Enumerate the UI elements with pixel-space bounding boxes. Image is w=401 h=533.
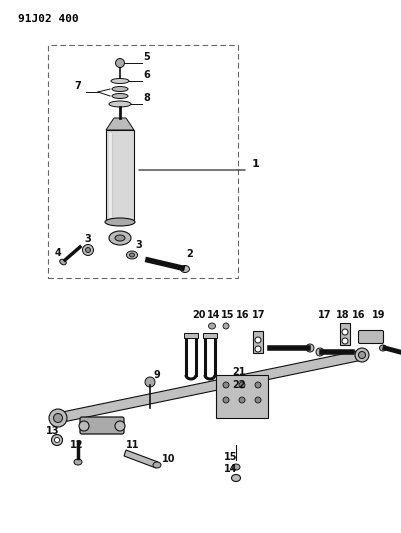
Circle shape: [145, 377, 155, 387]
Bar: [252, 331, 262, 353]
Circle shape: [254, 397, 260, 403]
FancyBboxPatch shape: [80, 417, 124, 434]
Ellipse shape: [254, 337, 260, 343]
Text: 91J02 400: 91J02 400: [18, 14, 79, 24]
Text: 3: 3: [84, 234, 91, 244]
Ellipse shape: [305, 344, 313, 352]
Text: 13: 13: [46, 426, 59, 436]
Ellipse shape: [49, 409, 67, 427]
Ellipse shape: [111, 78, 129, 84]
Circle shape: [254, 382, 260, 388]
Circle shape: [223, 382, 229, 388]
Ellipse shape: [254, 346, 260, 352]
Ellipse shape: [341, 329, 347, 335]
Ellipse shape: [115, 235, 125, 241]
Circle shape: [51, 434, 62, 446]
Text: 15: 15: [221, 310, 234, 320]
Polygon shape: [124, 450, 158, 468]
Ellipse shape: [109, 231, 131, 245]
Text: 6: 6: [143, 70, 150, 80]
Circle shape: [115, 59, 124, 68]
Text: 21: 21: [231, 367, 245, 377]
Ellipse shape: [129, 253, 134, 257]
Bar: [215, 375, 267, 418]
Text: 3: 3: [135, 240, 142, 250]
Circle shape: [223, 397, 229, 403]
Text: 4: 4: [55, 248, 62, 258]
Ellipse shape: [379, 345, 385, 351]
Ellipse shape: [79, 421, 89, 431]
Text: 8: 8: [143, 93, 150, 103]
Ellipse shape: [180, 265, 189, 272]
Text: 9: 9: [154, 370, 160, 380]
Ellipse shape: [53, 414, 62, 423]
Text: 22: 22: [231, 380, 245, 390]
Text: 16: 16: [235, 310, 249, 320]
Text: 10: 10: [162, 454, 175, 464]
Ellipse shape: [208, 323, 215, 329]
Text: 20: 20: [192, 310, 205, 320]
FancyBboxPatch shape: [358, 330, 383, 343]
Ellipse shape: [74, 459, 82, 465]
Text: 16: 16: [351, 310, 365, 320]
Ellipse shape: [231, 464, 239, 470]
Bar: [184, 333, 198, 338]
Text: 14: 14: [223, 464, 237, 474]
Ellipse shape: [60, 259, 66, 265]
Ellipse shape: [105, 218, 135, 226]
Ellipse shape: [126, 251, 137, 259]
Text: 17: 17: [317, 310, 331, 320]
Text: 19: 19: [371, 310, 385, 320]
Text: 1: 1: [251, 159, 259, 169]
Polygon shape: [57, 350, 362, 423]
Ellipse shape: [223, 323, 229, 329]
Ellipse shape: [112, 86, 128, 92]
Text: 12: 12: [70, 440, 83, 450]
Ellipse shape: [231, 474, 240, 481]
Bar: [48, 45, 237, 278]
Ellipse shape: [153, 462, 160, 468]
Text: 5: 5: [143, 52, 150, 62]
Ellipse shape: [115, 421, 125, 431]
Ellipse shape: [82, 245, 93, 255]
Circle shape: [239, 382, 244, 388]
Text: 11: 11: [126, 440, 139, 450]
Ellipse shape: [109, 101, 131, 107]
Ellipse shape: [85, 247, 90, 253]
Text: 17: 17: [251, 310, 265, 320]
Ellipse shape: [341, 338, 347, 344]
Bar: [339, 323, 349, 345]
Ellipse shape: [354, 348, 368, 362]
Circle shape: [55, 438, 59, 442]
Ellipse shape: [112, 93, 128, 99]
Bar: [106, 130, 134, 220]
Text: 15: 15: [223, 452, 237, 462]
Text: 18: 18: [335, 310, 349, 320]
Text: 7: 7: [74, 81, 81, 91]
Text: 2: 2: [186, 249, 192, 259]
Ellipse shape: [315, 348, 323, 356]
Ellipse shape: [358, 351, 365, 359]
Polygon shape: [106, 118, 134, 130]
Text: 14: 14: [207, 310, 220, 320]
Circle shape: [239, 397, 244, 403]
Bar: [203, 333, 217, 338]
